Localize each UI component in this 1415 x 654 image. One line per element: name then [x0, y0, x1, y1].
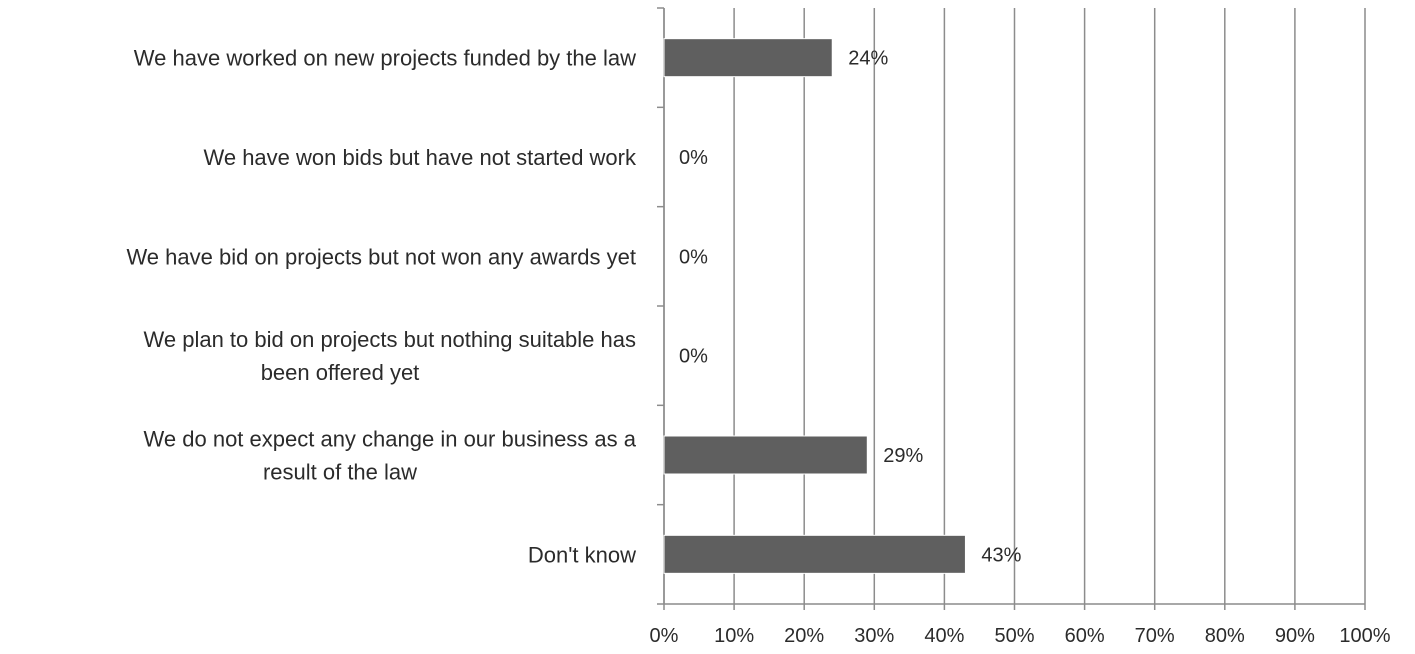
x-tick-label: 0% [650, 625, 679, 647]
category-label: We do not expect any change in our busin… [144, 427, 637, 485]
category-label: We have bid on projects but not won any … [126, 244, 636, 269]
bars [663, 38, 966, 574]
x-tick-label: 70% [1135, 625, 1175, 647]
data-label: 43% [981, 544, 1021, 566]
x-tick-label: 90% [1275, 625, 1315, 647]
category-label-line: We have won bids but have not started wo… [203, 145, 637, 170]
x-tick-label: 10% [714, 625, 754, 647]
x-tick-label: 100% [1339, 625, 1390, 647]
data-label: 0% [679, 246, 708, 268]
category-label-line: We plan to bid on projects but nothing s… [144, 327, 636, 352]
x-tick-label: 50% [994, 625, 1034, 647]
data-label: 0% [679, 147, 708, 169]
axes [657, 7, 1366, 610]
x-tick-label: 80% [1205, 625, 1245, 647]
x-tick-label: 60% [1065, 625, 1105, 647]
x-tick-label: 30% [854, 625, 894, 647]
category-label-line: We do not expect any change in our busin… [144, 427, 637, 452]
x-tick-label: 20% [784, 625, 824, 647]
data-label: 29% [883, 445, 923, 467]
category-label: We have won bids but have not started wo… [203, 145, 637, 170]
data-label: 24% [848, 48, 888, 70]
category-label-line: We have worked on new projects funded by… [134, 46, 636, 71]
category-label: We have worked on new projects funded by… [134, 46, 636, 71]
bar [663, 38, 833, 78]
gridlines [663, 8, 1366, 604]
bar [663, 435, 868, 475]
category-label-line: result of the law [263, 460, 417, 485]
x-tick-label: 40% [924, 625, 964, 647]
category-label-line: We have bid on projects but not won any … [126, 244, 636, 269]
labels: 0% 10% 20% 30% 40% 50% 60% 70% 80% 90% 100% 24% We h… [126, 46, 1390, 647]
category-label: We plan to bid on projects but nothing s… [144, 327, 636, 385]
bar [663, 534, 966, 574]
data-label: 0% [679, 346, 708, 368]
category-label-line: been offered yet [261, 360, 420, 385]
category-label-line: Don't know [528, 542, 636, 567]
category-label: Don't know [528, 542, 636, 567]
